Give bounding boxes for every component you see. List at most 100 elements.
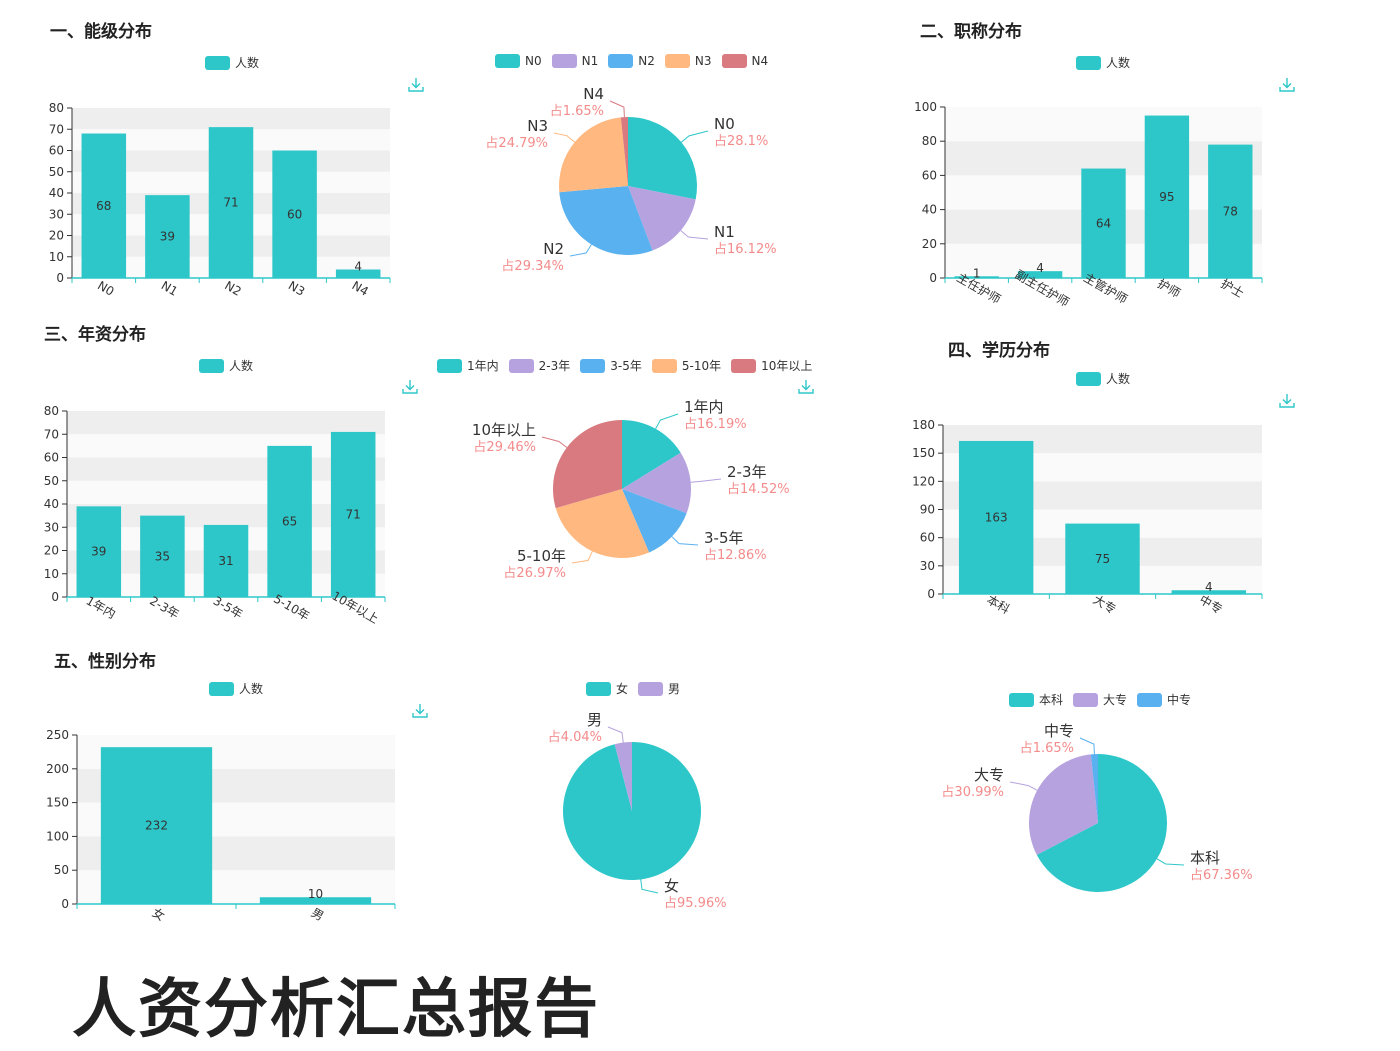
download-icon[interactable] [1278,76,1296,94]
legend-swatch [437,358,462,373]
bar [1171,590,1247,594]
download-icon[interactable] [407,76,425,94]
bar-value-label: 163 [985,510,1008,524]
y-tick-label: 90 [920,503,935,517]
pie-name-label: 男 [587,711,602,729]
bar [100,747,213,904]
leader-line [680,130,709,143]
leader-line [1079,737,1095,755]
pie-name-label: N1 [714,223,735,241]
x-tick-label: N0 [95,278,116,298]
legend-item[interactable]: 中专 [1137,691,1191,708]
legend-item[interactable]: N1 [551,54,598,68]
x-tick-label: 2-3年 [147,594,181,622]
y-tick-label: 30 [49,207,64,221]
leader-line [541,436,568,448]
grid-band [945,107,1262,142]
bar-value-label: 95 [1159,190,1174,204]
pie-slice [559,186,653,256]
legend-item[interactable]: 10年以上 [731,357,812,374]
legend-label: 3-5年 [610,359,642,373]
pie-name-label: 3-5年 [704,529,744,547]
pie-slice [622,489,687,553]
legend-label: 中专 [1167,693,1192,707]
download-icon[interactable] [401,378,419,396]
legend-item[interactable]: N4 [721,54,768,68]
leader-line [690,478,722,483]
section-title-education: 四、学历分布 [948,341,1050,361]
legend-label: N0 [525,54,542,68]
y-tick-label: 70 [49,122,64,136]
pie-name-label: 中专 [1044,722,1074,740]
legend-label: 人数 [239,682,264,696]
education-bar: 0 30 60 90 120 150 180 163 本科 75 大专 4中专 [912,418,1263,617]
leader-line [571,551,593,564]
level-bar: 0 10 20 30 40 50 60 70 80 68 N0 39 N1 71 N2 60 N3 4 N4 [49,101,391,299]
legend-level-bar: 人数 [205,54,259,71]
pie-slice [559,117,628,193]
pie-name-label: N4 [583,85,604,103]
legend-item[interactable]: 大专 [1073,691,1127,708]
legend-item[interactable]: 5-10年 [651,357,721,374]
bar [1144,115,1190,278]
legend-label: 人数 [229,359,254,373]
bar-value-label: 60 [287,207,302,221]
legend-label: 本科 [1039,693,1064,707]
legend-item[interactable]: N0 [495,54,542,68]
pie-percent-label: 占1.65% [550,104,604,119]
pie-name-label: N2 [543,240,564,258]
pie-name-label: 本科 [1190,849,1220,867]
bar-value-label: 4 [1205,580,1213,594]
legend-item[interactable]: N2 [608,54,655,68]
bar [958,440,1034,594]
y-tick-label: 0 [51,590,59,604]
pie-slice [1029,754,1098,855]
bar [259,897,372,904]
pie-name-label: 5-10年 [517,547,566,565]
y-tick-label: 150 [46,796,69,810]
y-tick-label: 10 [49,250,64,264]
y-tick-label: 120 [912,474,935,488]
download-icon[interactable] [797,378,815,396]
legend-swatch [1009,692,1034,707]
legend-label: 10年以上 [761,359,813,373]
legend-item[interactable]: 男 [638,680,680,697]
y-tick-label: 0 [929,271,937,285]
legend-item[interactable]: 3-5年 [580,357,642,374]
seniority-bar: 01020304050607080391年内352-3年313-5年655-10… [44,404,386,626]
bar [1017,271,1063,278]
legend-swatch [1076,371,1101,386]
legend-item[interactable]: 本科 [1009,691,1063,708]
legend-label: 2-3年 [538,359,571,373]
bar [140,515,185,597]
legend-item[interactable]: 1年内 [437,357,499,374]
leader-line [607,726,624,743]
legend-item[interactable]: 女 [586,680,628,697]
legend-item[interactable]: 人数 [199,357,253,374]
leader-line [680,230,709,240]
legend-item[interactable]: 人数 [1076,370,1130,387]
legend-item[interactable]: 人数 [205,54,259,71]
pie-percent-label: 占14.52% [727,482,790,497]
legend-title-bar: 人数 [1076,54,1130,71]
legend-swatch [205,55,230,70]
legend-item[interactable]: 人数 [1076,54,1130,71]
legend-swatch [495,54,520,68]
legend-item[interactable]: N3 [664,54,712,68]
legend-item[interactable]: 2-3年 [508,357,571,374]
legend-item[interactable]: 人数 [209,680,263,697]
legend-swatch [199,358,224,373]
y-tick-label: 80 [44,404,59,418]
pie-percent-label: 占67.36% [1190,868,1253,883]
legend-swatch [1137,692,1163,707]
pie-name-label: 10年以上 [472,421,536,439]
legend-label: 1年内 [467,359,499,373]
legend-swatch [209,681,234,696]
legend-seniority-bar: 人数 [199,357,253,374]
y-tick-label: 150 [912,446,935,460]
download-icon[interactable] [411,702,429,720]
pie-slice [1090,754,1098,823]
download-icon[interactable] [1278,392,1296,410]
